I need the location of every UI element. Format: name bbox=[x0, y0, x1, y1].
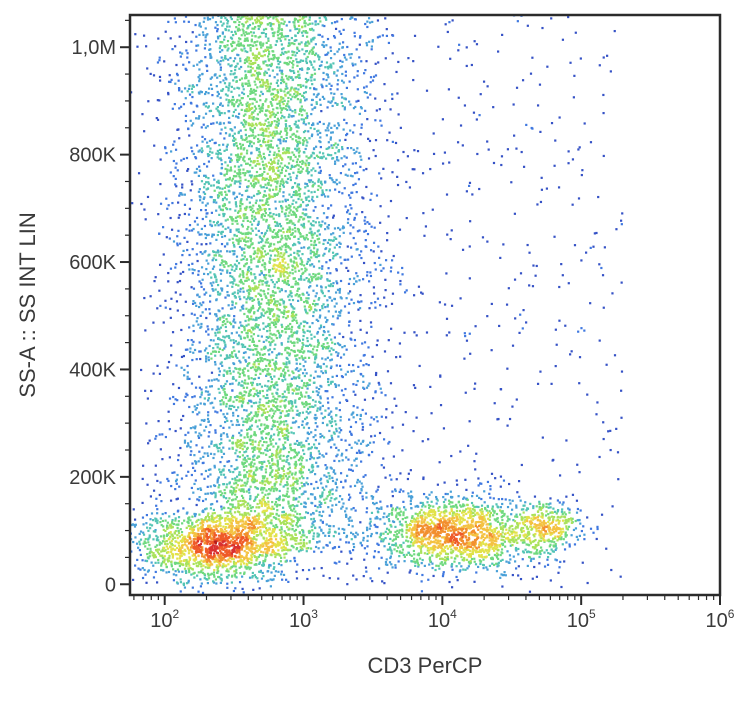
y-tick-label: 0 bbox=[105, 574, 116, 596]
x-axis-label: CD3 PerCP bbox=[368, 653, 483, 678]
y-tick-label: 600K bbox=[69, 252, 116, 274]
plot-svg: 102103104105106CD3 PerCP0200K400K600K800… bbox=[0, 0, 754, 708]
y-tick-label: 200K bbox=[69, 467, 116, 489]
y-tick-label: 400K bbox=[69, 359, 116, 381]
y-axis-label: SS-A :: SS INT LIN bbox=[15, 212, 40, 397]
flow-cytometry-chart: 102103104105106CD3 PerCP0200K400K600K800… bbox=[0, 0, 754, 708]
y-tick-label: 1,0M bbox=[72, 37, 116, 59]
y-tick-label: 800K bbox=[69, 145, 116, 167]
